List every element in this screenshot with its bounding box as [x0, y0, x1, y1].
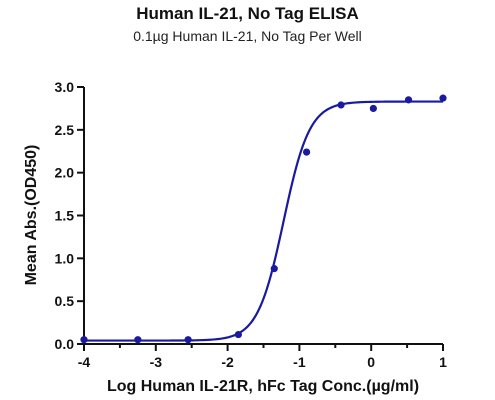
x-tick-label: -2 — [221, 354, 234, 370]
chart-title: Human IL-21, No Tag ELISA — [136, 4, 359, 23]
data-point — [302, 148, 311, 156]
data-point — [270, 265, 278, 273]
fit-curve — [84, 100, 443, 342]
data-point — [234, 330, 242, 339]
data-point — [337, 101, 345, 109]
x-axis-label: Log Human IL-21R, hFc Tag Conc.(µg/ml) — [107, 378, 419, 395]
x-tick-label: -1 — [293, 354, 306, 370]
y-tick-label: 2.0 — [55, 165, 75, 181]
data-point — [369, 104, 377, 113]
data-point — [439, 94, 447, 102]
chart-subtitle: 0.1µg Human IL-21, No Tag Per Well — [133, 28, 362, 44]
x-tick-label: 1 — [439, 354, 447, 370]
x-tick-label: -3 — [150, 354, 163, 370]
y-axis-label: Mean Abs.(OD450) — [23, 145, 40, 286]
axes: 0.0 0.5 1.0 1.5 2.0 2.5 3.0 -4 -3 -2 -1 0 1 — [55, 79, 448, 370]
data-point — [184, 336, 192, 344]
data-point — [134, 336, 142, 344]
data-point — [404, 96, 413, 104]
y-tick-label: 0.0 — [55, 336, 75, 352]
x-tick-label: 0 — [367, 354, 375, 370]
y-tick-label: 2.5 — [55, 122, 75, 138]
y-tick-label: 1.0 — [55, 250, 75, 266]
y-tick-label: 0.5 — [55, 293, 75, 309]
data-point — [80, 336, 88, 344]
data-points — [80, 94, 447, 344]
x-tick-label: -4 — [78, 354, 91, 370]
y-tick-label: 1.5 — [55, 208, 75, 224]
y-tick-label: 3.0 — [55, 79, 75, 95]
